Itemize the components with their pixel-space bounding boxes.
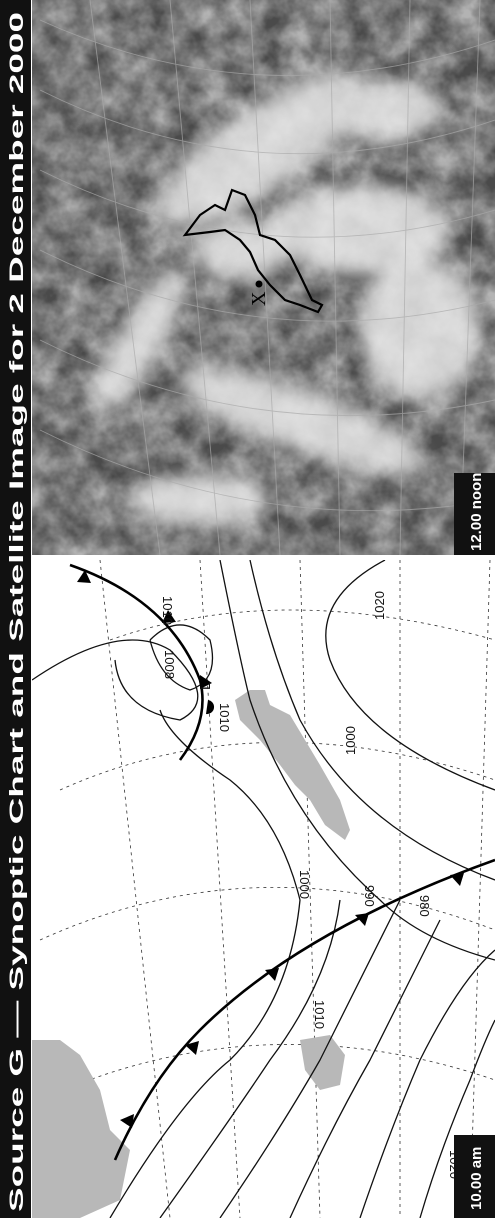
isobar-label: 1008 [162,650,177,679]
fronts [69,563,495,1161]
isobar-label: 1010 [217,703,232,732]
marker-dot [255,280,263,288]
isobar-labels: 1020 1010 1008 1010 1000 1000 990 980 10… [160,591,462,1179]
title: Source G — Synoptic Chart and Satellite … [7,12,28,1212]
isobars [32,560,495,1218]
marker-label: X [248,291,270,306]
time-label: 12.00 noon [468,473,485,551]
isobar-label: 1000 [343,726,358,755]
isobar-label: 1010 [160,596,175,625]
isobar-label: 1020 [372,591,387,620]
isobar-label: 1000 [297,870,312,899]
synoptic-chart: 1020 1010 1008 1010 1000 1000 990 980 10… [32,560,495,1218]
isobar-label: 1010 [312,1000,327,1029]
satellite-image: X [32,0,495,555]
time-box [454,1135,495,1218]
isobar-label: 980 [417,895,432,917]
low-label: L [197,682,213,690]
title-strip [0,0,31,1218]
time-box [454,473,495,555]
time-label: 10.00 am [468,1147,485,1210]
isobar-label: 990 [362,885,377,907]
coastline [182,188,324,314]
